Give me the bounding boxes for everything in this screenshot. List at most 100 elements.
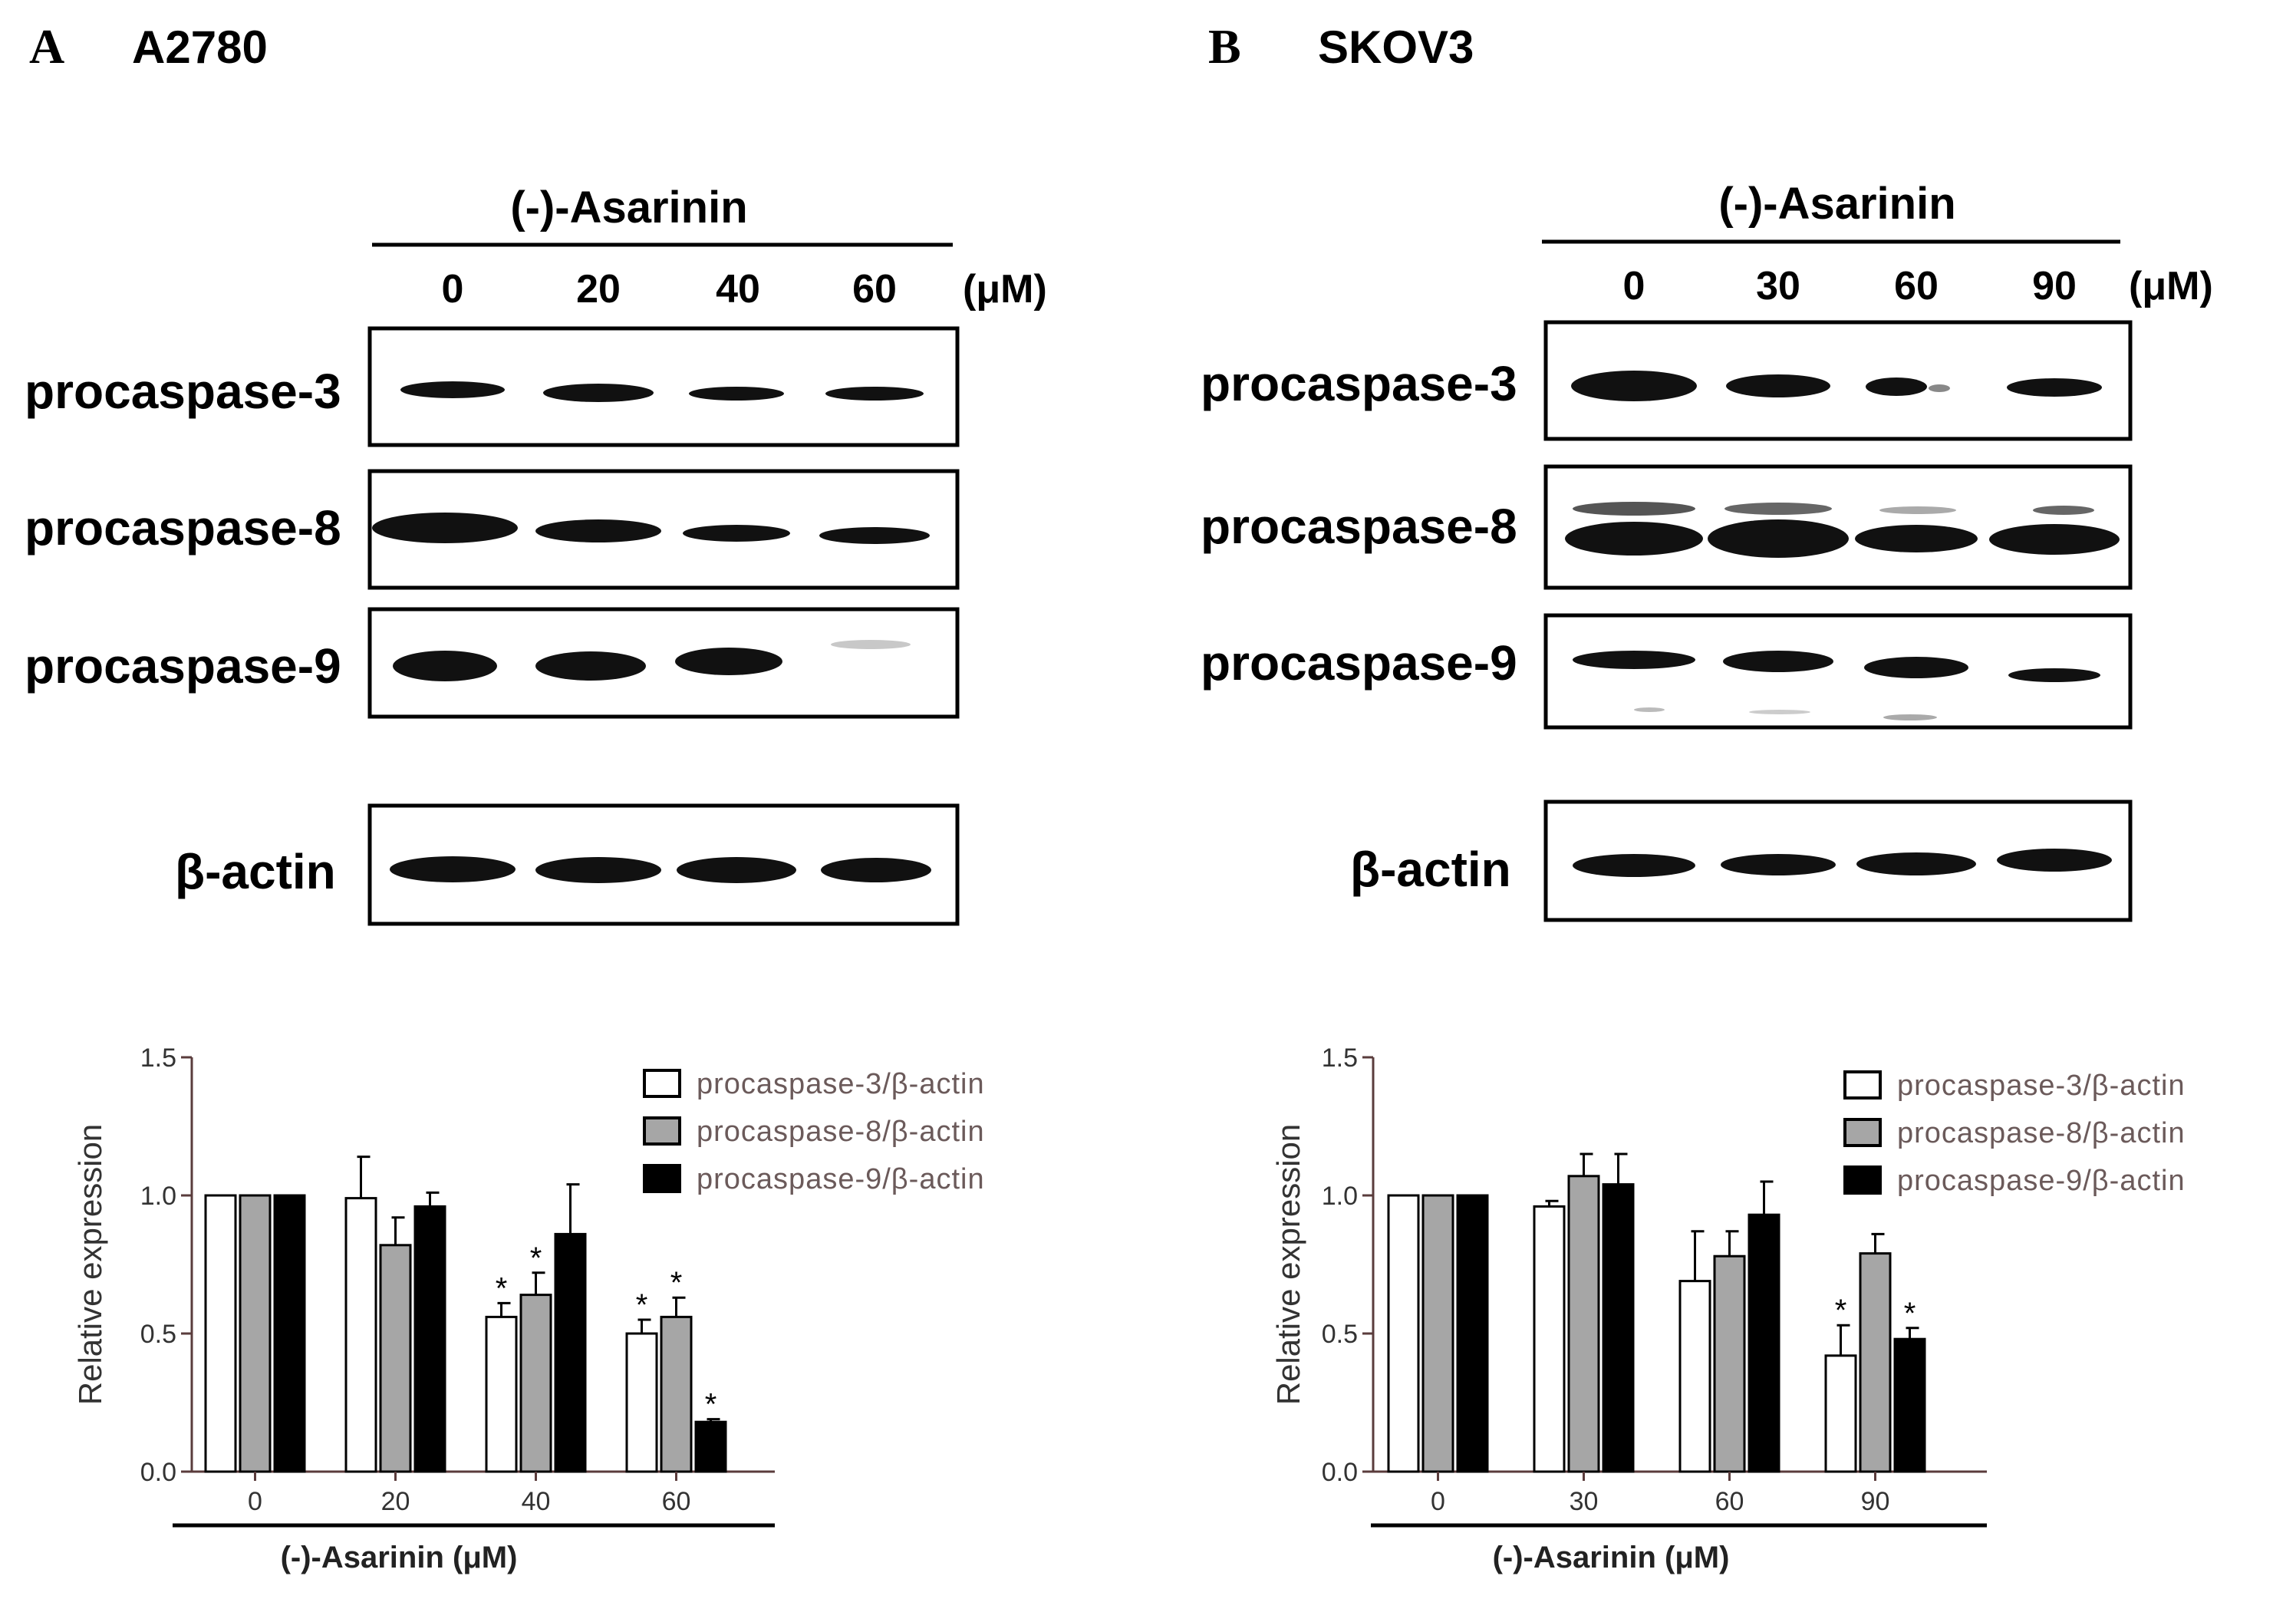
- chart-a: 0.0 0.5 1.0 1.5 Relative expression 0 20 * * 40 * *…: [72, 1043, 985, 1574]
- x-tick-label: 30: [1570, 1487, 1599, 1516]
- panel-a-cell-line: A2780: [132, 21, 268, 73]
- y-axis-title: Relative expression: [72, 1124, 108, 1406]
- bar-20-series-1: [379, 1244, 412, 1473]
- panel-a-bands-beta-actin: [390, 856, 931, 883]
- legend-label-1: procaspase-8/β-actin: [1897, 1117, 2186, 1149]
- panel-b-dose-2: 60: [1894, 264, 1939, 308]
- panel-b: B SKOV3 (-)-Asarinin 0 30 60 90 (μM) pro…: [1201, 19, 2213, 1574]
- panel-b-dose-0: 0: [1623, 264, 1645, 308]
- bar-90-series-2: [1893, 1337, 1926, 1473]
- bar-40-series-1: [519, 1294, 552, 1473]
- bar-0-series-2: [1456, 1194, 1489, 1473]
- bar-60-series-0: [625, 1332, 658, 1473]
- panel-b-bands-procaspase9: [1573, 651, 2100, 720]
- bar-0-series-0: [204, 1194, 237, 1473]
- chart-b: 0.0 0.5 1.0 1.5 Relative expression 0 30 60 * * 90…: [1270, 1043, 2186, 1574]
- panel-b-label-procaspase8: procaspase-8: [1201, 499, 1517, 554]
- legend-label-2: procaspase-9/β-actin: [1897, 1165, 2186, 1197]
- legend-label-2: procaspase-9/β-actin: [697, 1163, 985, 1195]
- panel-a-letter: A: [29, 19, 64, 74]
- panel-b-letter: B: [1208, 19, 1241, 74]
- panel-a: A A2780 (-)-Asarinin 0 20 40 60 (μM) pro…: [25, 19, 1047, 1574]
- panel-a-dose-1: 20: [576, 267, 621, 312]
- panel-a-unit: (μM): [963, 267, 1047, 312]
- panel-a-dose-2: 40: [716, 267, 760, 312]
- panel-a-label-procaspase8: procaspase-8: [25, 500, 341, 556]
- panel-b-label-procaspase9: procaspase-9: [1201, 635, 1517, 691]
- panel-a-label-beta-actin: β-actin: [175, 844, 336, 899]
- y-axis-title: Relative expression: [1270, 1124, 1306, 1406]
- bar-0-series-2: [273, 1194, 306, 1473]
- x-tick-label: 0: [1431, 1487, 1445, 1516]
- bar-60-series-2: [694, 1420, 727, 1473]
- panel-b-dose-1: 30: [1756, 264, 1800, 308]
- panel-a-dose-0: 0: [442, 267, 464, 312]
- panel-b-label-beta-actin: β-actin: [1350, 842, 1511, 897]
- significance-marker: *: [496, 1271, 508, 1305]
- significance-marker: *: [636, 1288, 648, 1322]
- x-axis-title: (-)-Asarinin (μM): [1493, 1541, 1730, 1574]
- bar-90-series-0: [1824, 1354, 1857, 1473]
- bar-0-series-1: [239, 1194, 272, 1473]
- y-tick-label: 0.5: [1322, 1320, 1358, 1349]
- legend-swatch-1: [1843, 1118, 1882, 1147]
- bar-60-series-1: [1713, 1254, 1746, 1473]
- bar-20-series-0: [344, 1197, 377, 1473]
- y-tick-label: 1.5: [1322, 1043, 1358, 1073]
- panel-b-bands-beta-actin: [1573, 849, 2112, 877]
- y-tick-label: 0.0: [1322, 1458, 1358, 1487]
- panel-a-treatment-label: (-)-Asarinin: [510, 183, 747, 232]
- legend-swatch-0: [1843, 1070, 1882, 1100]
- legend-label-1: procaspase-8/β-actin: [697, 1116, 985, 1148]
- x-axis-title: (-)-Asarinin (μM): [281, 1541, 518, 1574]
- x-tick-label: 60: [1715, 1487, 1744, 1516]
- bar-0-series-1: [1421, 1194, 1454, 1473]
- x-tick-label: 40: [522, 1487, 551, 1516]
- significance-marker: *: [670, 1266, 683, 1300]
- bar-90-series-1: [1859, 1252, 1892, 1473]
- bar-30-series-2: [1602, 1183, 1635, 1473]
- bar-60-series-0: [1678, 1280, 1711, 1473]
- x-tick-label: 60: [662, 1487, 691, 1516]
- significance-marker: *: [1835, 1294, 1847, 1327]
- y-tick-label: 1.5: [140, 1043, 176, 1073]
- panel-b-unit: (μM): [2129, 264, 2213, 308]
- bar-20-series-2: [413, 1205, 446, 1473]
- bar-0-series-0: [1387, 1194, 1420, 1473]
- legend-swatch-2: [1843, 1165, 1882, 1195]
- legend-label-0: procaspase-3/β-actin: [697, 1068, 985, 1100]
- bar-60-series-2: [1748, 1213, 1780, 1473]
- panel-a-label-procaspase9: procaspase-9: [25, 638, 341, 694]
- panel-a-bands-procaspase8: [372, 513, 930, 544]
- x-tick-label: 20: [381, 1487, 410, 1516]
- panel-b-label-procaspase3: procaspase-3: [1201, 356, 1517, 411]
- bar-40-series-2: [554, 1232, 587, 1473]
- panel-a-dose-3: 60: [852, 267, 897, 312]
- x-tick-label: 90: [1861, 1487, 1890, 1516]
- y-tick-label: 1.0: [140, 1182, 176, 1211]
- panel-b-dose-3: 90: [2032, 264, 2077, 308]
- panel-a-bands-procaspase3: [400, 381, 924, 402]
- significance-marker: *: [530, 1241, 542, 1275]
- panel-a-blot-procaspase3: [367, 326, 960, 447]
- significance-marker: *: [705, 1388, 717, 1422]
- bar-60-series-1: [660, 1315, 693, 1473]
- panel-b-bands-procaspase3: [1571, 371, 2102, 401]
- y-tick-label: 0.0: [140, 1458, 176, 1487]
- panel-b-treatment-label: (-)-Asarinin: [1718, 179, 1955, 229]
- bar-30-series-1: [1567, 1175, 1600, 1473]
- y-tick-label: 1.0: [1322, 1182, 1358, 1211]
- legend-swatch-1: [643, 1116, 681, 1146]
- panel-b-bands-procaspase8: [1565, 502, 2120, 558]
- x-tick-label: 0: [248, 1487, 262, 1516]
- bar-30-series-0: [1533, 1205, 1566, 1473]
- panel-a-label-procaspase3: procaspase-3: [25, 364, 341, 419]
- y-tick-label: 0.5: [140, 1320, 176, 1349]
- legend-swatch-2: [643, 1164, 681, 1193]
- panel-a-bands-procaspase9: [393, 640, 911, 681]
- legend-swatch-0: [643, 1069, 681, 1098]
- legend-label-0: procaspase-3/β-actin: [1897, 1070, 2186, 1102]
- bar-40-series-0: [485, 1315, 518, 1473]
- significance-marker: *: [1904, 1297, 1916, 1330]
